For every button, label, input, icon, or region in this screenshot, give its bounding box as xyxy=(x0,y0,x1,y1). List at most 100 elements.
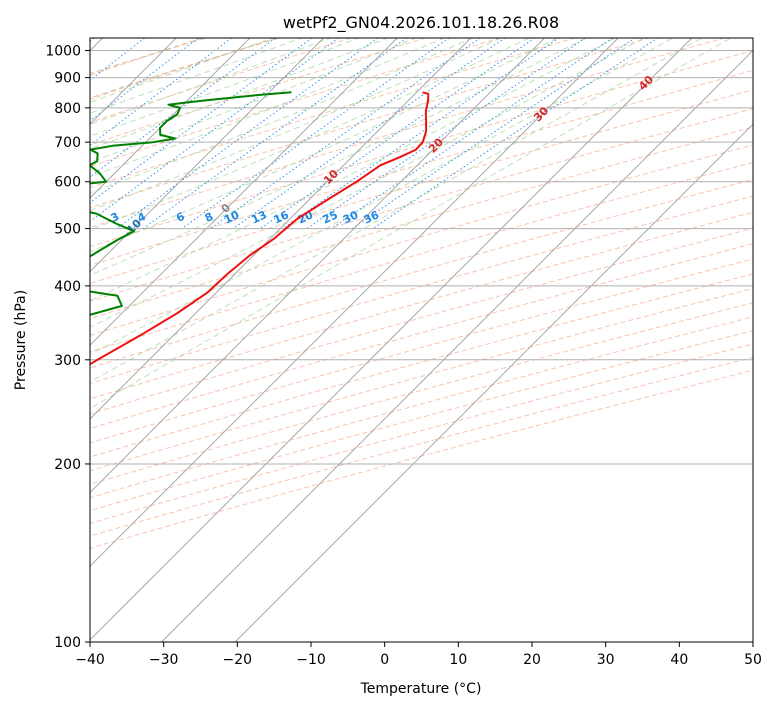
moist-adiabat xyxy=(90,38,674,356)
isotherm-line xyxy=(90,38,619,567)
moist-adiabat xyxy=(90,38,332,125)
y-tick-label: 400 xyxy=(54,279,81,295)
isotherm-line xyxy=(234,123,753,642)
profile-series xyxy=(90,91,430,366)
y-tick-label: 900 xyxy=(54,71,81,87)
x-tick-label: −40 xyxy=(75,652,105,668)
mixing-ratio-line xyxy=(142,38,408,230)
isotherm-line xyxy=(90,38,251,199)
mixing-ratio-line xyxy=(351,38,636,230)
plot-frame xyxy=(89,37,754,643)
mixing-ratio-label: 30 xyxy=(341,208,361,226)
x-tick-label: −10 xyxy=(296,652,326,668)
dry-adiabat xyxy=(90,126,753,320)
y-tick-label: 700 xyxy=(54,135,81,151)
moist-adiabat xyxy=(90,38,732,410)
dry-adiabat xyxy=(90,195,753,385)
dry-adiabat xyxy=(90,38,428,146)
dry-adiabat xyxy=(90,243,753,430)
moist-adiabat xyxy=(90,38,303,114)
dry-adiabat xyxy=(90,38,727,229)
mixing-ratio-line xyxy=(232,38,506,230)
mixing-ratio-label: 10 xyxy=(222,208,242,226)
mixing-ratio-label: 8 xyxy=(203,210,215,225)
moist-adiabat xyxy=(90,38,559,253)
mixing-ratio-line xyxy=(90,38,96,43)
dry-adiabat xyxy=(90,50,753,248)
dry-adiabat xyxy=(90,302,753,485)
dry-adiabat xyxy=(90,211,753,400)
y-tick-label: 300 xyxy=(54,353,81,369)
mixing-ratio-label: 16 xyxy=(271,208,291,226)
x-tick-label: 40 xyxy=(670,652,688,668)
x-tick-label: 20 xyxy=(523,652,541,668)
ice-line xyxy=(90,38,282,99)
y-tick-label: 200 xyxy=(54,457,81,473)
mixing-ratio-line xyxy=(306,38,587,230)
mixing-ratio-line xyxy=(90,38,146,81)
dry-adiabat xyxy=(90,227,753,415)
isotherm-line xyxy=(90,38,693,641)
moist-adiabat xyxy=(90,38,645,328)
dry-adiabat xyxy=(90,287,753,472)
mixing-ratio-line xyxy=(331,38,614,230)
y-tick-label: 500 xyxy=(54,222,81,238)
dry-adiabat xyxy=(90,369,753,549)
moist-adiabat xyxy=(90,38,275,103)
isotherm-line xyxy=(90,38,325,273)
y-tick-label: 100 xyxy=(54,635,81,651)
dry-adiabat xyxy=(90,108,753,302)
mixing-ratio-label: 25 xyxy=(320,208,339,226)
dry-adiabat xyxy=(90,356,753,537)
dry-adiabat xyxy=(90,144,753,336)
mixing-ratio-line xyxy=(90,38,340,222)
mixing-ratio-label: 36 xyxy=(362,208,382,226)
dewpoint-series xyxy=(90,91,292,316)
mixing-ratio-label: 1 xyxy=(14,210,26,225)
dry-adiabat xyxy=(90,343,753,524)
y-tick-label: 600 xyxy=(54,175,81,191)
isotherm-line xyxy=(90,38,546,494)
moist-adiabat xyxy=(90,38,502,212)
line-labels: -100-90-80-70-60-50-40-30-20-100.10.20.4… xyxy=(1,73,657,285)
x-axis-label: Temperature (°C) xyxy=(360,681,482,697)
x-tick-label: 0 xyxy=(380,652,389,668)
moist-adiabat xyxy=(90,38,417,163)
axes: −40 −30 −20 −10 0 10 20 30 40 50 100 200 300 400 500 60… xyxy=(45,44,762,668)
dry-adiabat xyxy=(90,258,753,444)
dry-adiabat xyxy=(90,38,353,124)
mixing-ratio-label: 13 xyxy=(249,208,268,226)
x-tick-label: 50 xyxy=(744,652,762,668)
dry-adiabat xyxy=(90,273,753,458)
temperature-series xyxy=(90,91,430,366)
moist-adiabat xyxy=(90,38,616,302)
moist-adiabat xyxy=(90,38,588,276)
mixing-ratio-line xyxy=(372,38,659,230)
dry-adiabat xyxy=(90,38,203,76)
y-tick-label: 1000 xyxy=(45,44,81,60)
isotherm-line xyxy=(90,38,472,420)
dry-adiabat xyxy=(90,69,753,266)
y-tick-label: 800 xyxy=(54,101,81,117)
dry-adiabat xyxy=(90,330,753,512)
dry-adiabat xyxy=(90,178,753,369)
isotherm-line xyxy=(160,49,753,642)
y-axis-label: Pressure (hPa) xyxy=(13,290,29,390)
mixing-ratio-line xyxy=(181,38,450,230)
x-tick-label: 30 xyxy=(597,652,615,668)
dry-adiabat xyxy=(90,38,577,189)
isotherm-label: -20 xyxy=(1,262,24,285)
x-tick-label: −30 xyxy=(149,652,179,668)
chart-title: wetPf2_GN04.2026.101.18.26.R08 xyxy=(283,13,559,33)
dry-adiabat xyxy=(90,161,753,353)
dry-adiabat xyxy=(90,89,753,285)
moist-adiabat xyxy=(90,38,474,194)
dry-adiabat xyxy=(90,316,753,499)
mixing-ratio-label: 20 xyxy=(296,208,316,226)
background-lines xyxy=(90,38,753,642)
mixing-ratio-line xyxy=(90,38,313,204)
moist-adiabat xyxy=(90,38,361,137)
x-tick-label: −20 xyxy=(223,652,253,668)
moist-adiabat xyxy=(90,38,531,231)
